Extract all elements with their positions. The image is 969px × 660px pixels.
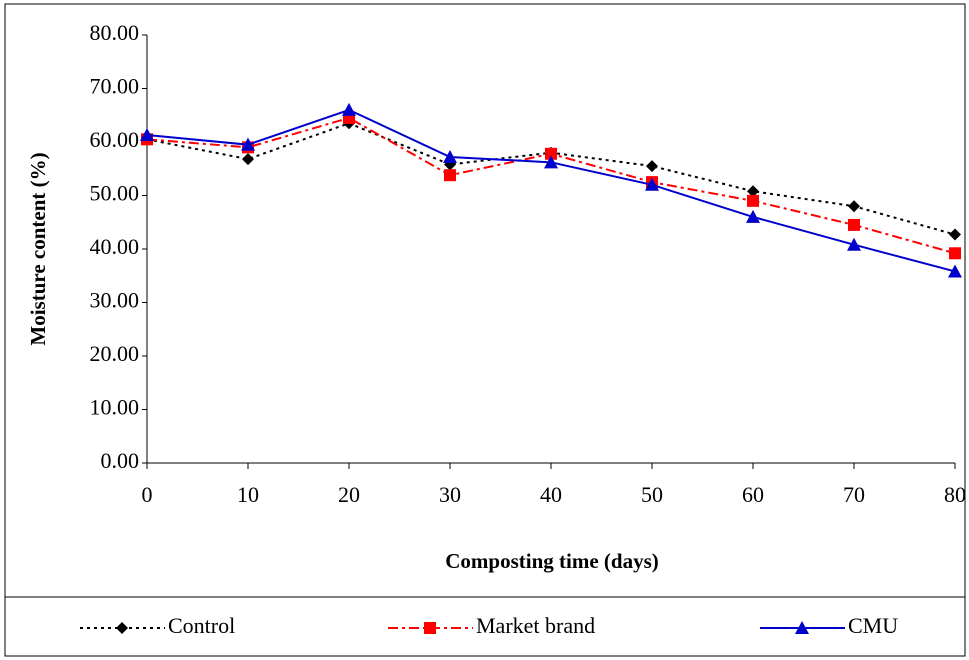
marker-triangle	[241, 137, 255, 151]
marker-triangle	[140, 128, 154, 142]
marker-diamond	[949, 228, 961, 241]
marker-diamond	[116, 622, 128, 634]
y-axis-label: Moisture content (%)	[26, 152, 50, 345]
marker-triangle	[948, 264, 962, 278]
marker-diamond	[646, 160, 658, 173]
marker-diamond	[747, 185, 759, 198]
x-tick-label: 80	[944, 482, 966, 507]
x-tick-label: 70	[843, 482, 865, 507]
y-tick-label: 40.00	[90, 234, 140, 259]
marker-square	[848, 218, 860, 231]
series-line	[146, 122, 956, 236]
y-tick-label: 0.00	[101, 448, 140, 473]
x-tick-label: 20	[338, 482, 360, 507]
marker-square	[949, 247, 961, 260]
marker-square	[545, 147, 557, 160]
x-tick-label: 10	[237, 482, 259, 507]
marker-triangle	[795, 621, 809, 634]
legend-label: Market brand	[476, 613, 595, 638]
marker-triangle	[342, 102, 356, 116]
y-tick-label: 20.00	[90, 341, 140, 366]
y-tick-label: 60.00	[90, 127, 140, 152]
x-tick-label: 50	[641, 482, 663, 507]
x-axis-label: Composting time (days)	[445, 549, 659, 573]
marker-diamond	[242, 153, 254, 166]
marker-triangle	[746, 209, 760, 223]
x-tick-label: 40	[540, 482, 562, 507]
x-tick-label: 0	[142, 482, 153, 507]
y-tick-label: 70.00	[90, 74, 140, 99]
chart-border	[4, 3, 966, 657]
y-tick-label: 80.00	[90, 20, 140, 45]
x-tick-label: 30	[439, 482, 461, 507]
marker-triangle	[645, 177, 659, 191]
y-tick-label: 30.00	[90, 288, 140, 313]
marker-triangle	[443, 149, 457, 163]
legend-label: Control	[168, 613, 235, 638]
legend-label: CMU	[848, 613, 898, 638]
marker-diamond	[848, 200, 860, 213]
marker-triangle	[847, 237, 861, 251]
marker-square	[424, 622, 436, 634]
x-tick-label: 60	[742, 482, 764, 507]
y-tick-label: 10.00	[90, 395, 140, 420]
marker-square	[747, 194, 759, 207]
marker-square	[444, 169, 456, 182]
y-tick-label: 50.00	[90, 181, 140, 206]
series-line	[146, 108, 956, 273]
marker-triangle	[544, 155, 558, 169]
